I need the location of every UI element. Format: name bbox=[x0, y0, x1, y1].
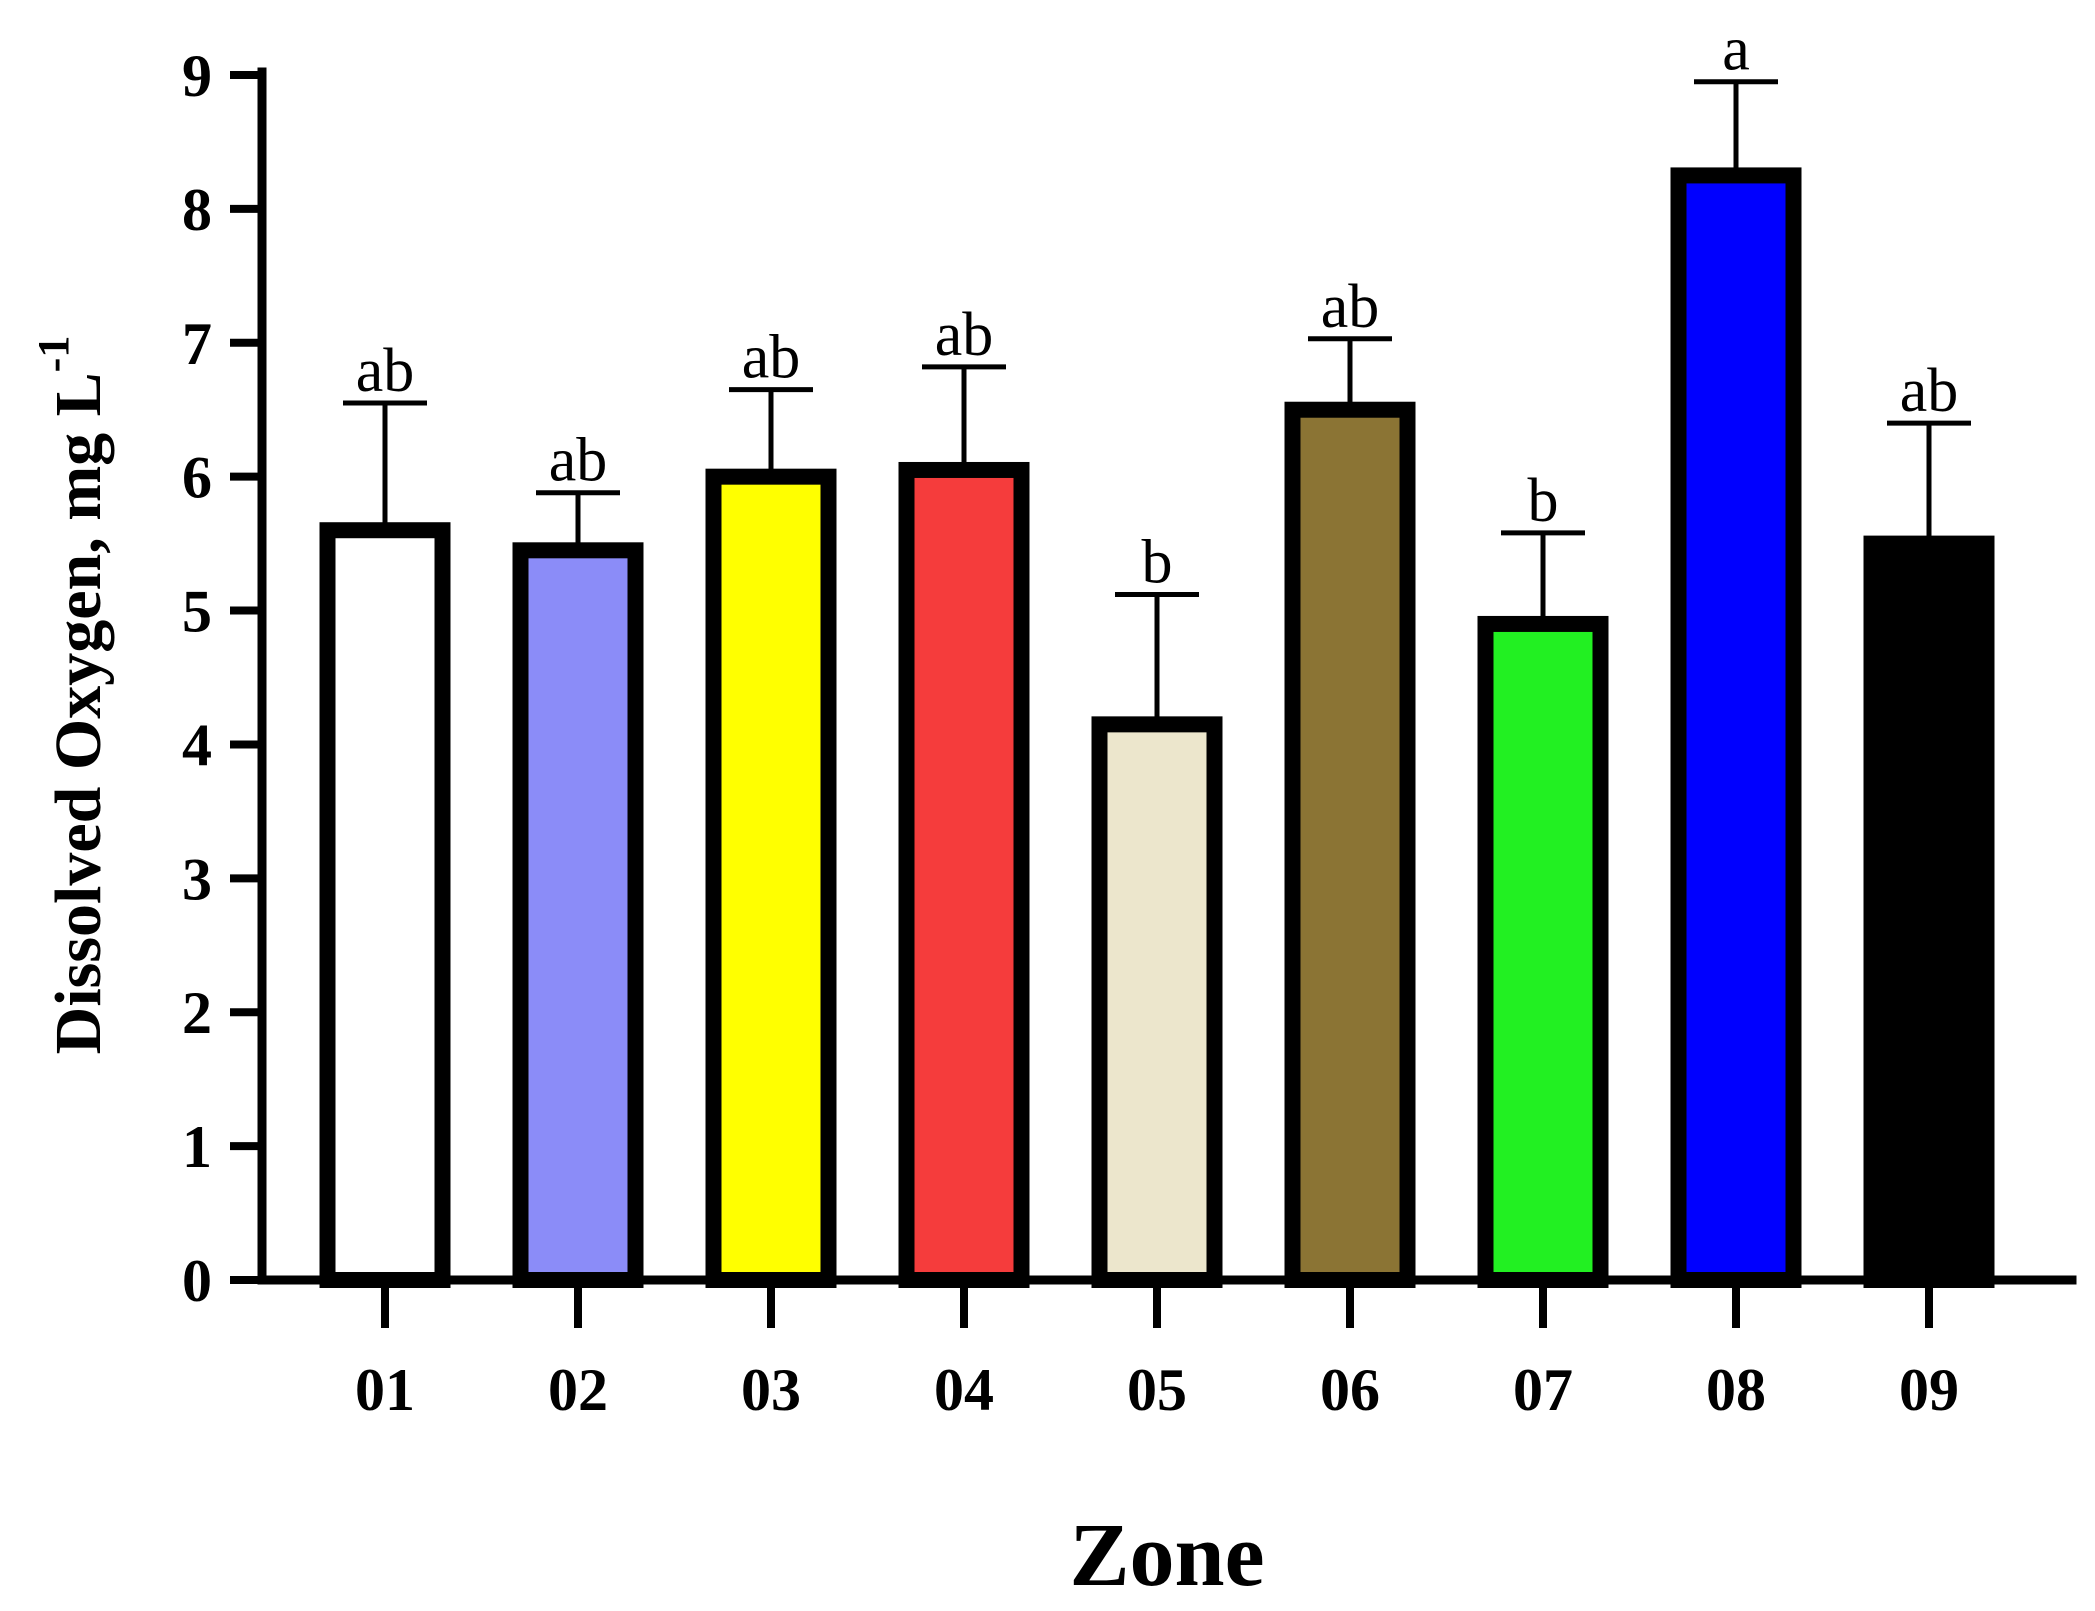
x-axis-title: Zone bbox=[1069, 1506, 1264, 1605]
bar-zone-02 bbox=[512, 542, 644, 1288]
y-tick-label: 7 bbox=[182, 311, 212, 377]
x-tick-label: 06 bbox=[1320, 1357, 1380, 1423]
significance-label-zone-03: ab bbox=[742, 324, 801, 392]
y-axis-title: Dissolved Oxygen, mg L-1 bbox=[29, 336, 115, 1055]
error-bars-layer bbox=[343, 79, 1971, 725]
bar-zone-09 bbox=[1863, 535, 1995, 1288]
y-tick-label: 5 bbox=[182, 579, 212, 645]
y-axis-title-superscript: -1 bbox=[29, 336, 78, 373]
bars-layer bbox=[319, 167, 1995, 1289]
axes-layer bbox=[257, 67, 2077, 1285]
y-tick-label: 2 bbox=[182, 980, 212, 1046]
x-tick-label: 05 bbox=[1127, 1357, 1187, 1423]
significance-label-zone-08: a bbox=[1722, 16, 1750, 84]
x-tick-label: 04 bbox=[934, 1357, 994, 1423]
y-tick-label: 8 bbox=[182, 177, 212, 243]
y-tick-label: 4 bbox=[182, 712, 212, 778]
x-tick-label: 07 bbox=[1513, 1357, 1573, 1423]
significance-label-zone-01: ab bbox=[356, 337, 415, 405]
significance-label-zone-04: ab bbox=[935, 301, 994, 369]
y-tick-label: 6 bbox=[182, 445, 212, 511]
x-tick-label: 03 bbox=[741, 1357, 801, 1423]
bar-zone-04 bbox=[898, 461, 1030, 1288]
bar-zone-07 bbox=[1477, 615, 1609, 1288]
significance-label-zone-07: b bbox=[1528, 467, 1559, 535]
significance-label-zone-09: ab bbox=[1900, 357, 1959, 425]
y-ticks-layer: 0 1 2 3 4 5 6 7 8 9 bbox=[182, 43, 262, 1314]
significance-labels-layer: ab ab ab ab b ab b a ab bbox=[356, 16, 1959, 597]
y-tick-label: 1 bbox=[182, 1114, 212, 1180]
x-tick-label: 02 bbox=[548, 1357, 608, 1423]
x-ticks-layer: 01 02 03 04 05 06 07 08 09 bbox=[355, 1280, 1959, 1423]
bar-zone-01 bbox=[319, 522, 451, 1288]
x-tick-label: 09 bbox=[1899, 1357, 1959, 1423]
y-tick-label: 3 bbox=[182, 846, 212, 912]
bar-zone-05 bbox=[1091, 716, 1223, 1288]
significance-label-zone-02: ab bbox=[549, 427, 608, 495]
bar-zone-08 bbox=[1670, 167, 1802, 1289]
y-axis-title-main: Dissolved Oxygen, mg L bbox=[42, 372, 115, 1054]
significance-label-zone-06: ab bbox=[1321, 273, 1380, 341]
bar-zone-03 bbox=[705, 468, 837, 1288]
bar-zone-06 bbox=[1284, 401, 1416, 1288]
y-tick-label: 9 bbox=[182, 43, 212, 109]
significance-label-zone-05: b bbox=[1142, 528, 1173, 596]
y-tick-label: 0 bbox=[182, 1248, 212, 1314]
x-tick-label: 01 bbox=[355, 1357, 415, 1423]
x-tick-label: 08 bbox=[1706, 1357, 1766, 1423]
